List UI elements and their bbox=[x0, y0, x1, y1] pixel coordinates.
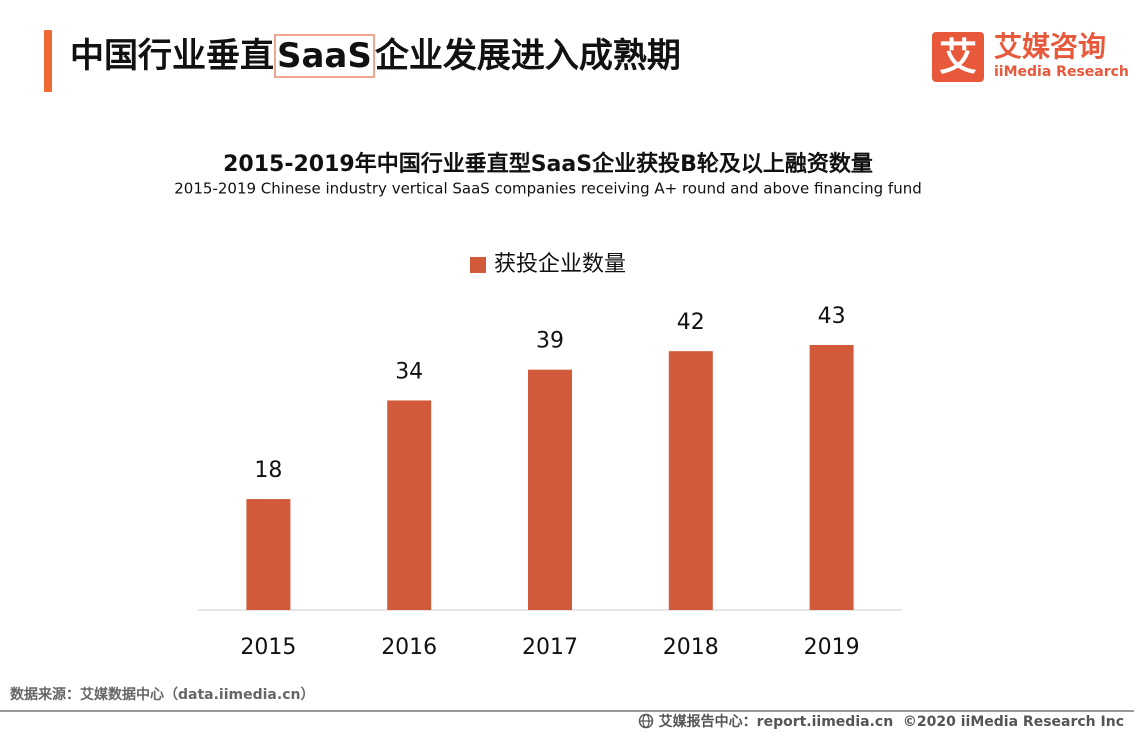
legend-label: 获投企业数量 bbox=[494, 252, 626, 277]
title-part: 中国行业垂直 bbox=[70, 36, 274, 76]
chart-subtitle: 2015-2019 Chinese industry vertical SaaS… bbox=[174, 180, 921, 198]
source-note: 数据来源：艾媒数据中心（data.iimedia.cn） bbox=[10, 687, 315, 703]
page-title: 中国行业垂直SaaS企业发展进入成熟期 bbox=[70, 34, 681, 78]
footer-rule bbox=[0, 710, 1134, 712]
bar bbox=[246, 499, 291, 610]
logo-icon: 艾 bbox=[932, 32, 984, 82]
x-tick-label: 2018 bbox=[663, 635, 719, 660]
bar bbox=[387, 400, 432, 610]
chart: 2015-2019年中国行业垂直型SaaS企业获投B轮及以上融资数量 2015-… bbox=[174, 151, 921, 660]
x-tick-label: 2017 bbox=[522, 635, 578, 660]
value-label: 42 bbox=[677, 310, 705, 335]
x-tick-label: 2016 bbox=[381, 635, 437, 660]
value-label: 18 bbox=[254, 458, 282, 483]
bar bbox=[528, 369, 572, 610]
footer: 艾媒报告中心：report.iimedia.cn ©2020 iiMedia R… bbox=[638, 712, 1124, 732]
chart-title: 2015-2019年中国行业垂直型SaaS企业获投B轮及以上融资数量 bbox=[223, 151, 873, 177]
logo-name: 艾媒咨询 bbox=[994, 30, 1107, 63]
bar bbox=[668, 351, 713, 610]
value-label: 43 bbox=[818, 304, 846, 329]
x-tick-label: 2015 bbox=[240, 635, 296, 660]
legend-swatch bbox=[470, 257, 486, 273]
title-highlight: SaaS bbox=[274, 34, 375, 78]
footer-copyright: ©2020 iiMedia Research Inc bbox=[902, 714, 1124, 730]
footer-report: 艾媒报告中心：report.iimedia.cn bbox=[658, 714, 894, 730]
accent-bar bbox=[44, 30, 52, 92]
title-part: 企业发展进入成熟期 bbox=[374, 36, 681, 76]
x-tick-label: 2019 bbox=[804, 635, 860, 660]
logo-name-en: iiMedia Research bbox=[994, 64, 1129, 80]
globe-icon bbox=[638, 713, 654, 729]
value-label: 39 bbox=[536, 329, 564, 354]
value-label: 34 bbox=[395, 359, 423, 384]
bar bbox=[809, 345, 854, 610]
